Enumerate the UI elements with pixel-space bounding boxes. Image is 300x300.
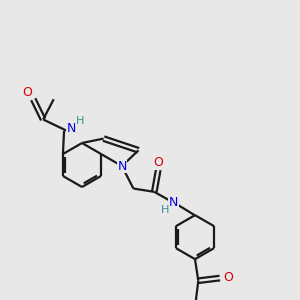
- Text: O: O: [223, 271, 233, 284]
- Text: H: H: [76, 116, 84, 126]
- Text: N: N: [117, 160, 127, 172]
- Text: O: O: [22, 86, 32, 99]
- Text: H: H: [161, 205, 170, 215]
- Text: O: O: [153, 156, 163, 169]
- Text: N: N: [169, 196, 178, 209]
- Text: N: N: [66, 122, 76, 135]
